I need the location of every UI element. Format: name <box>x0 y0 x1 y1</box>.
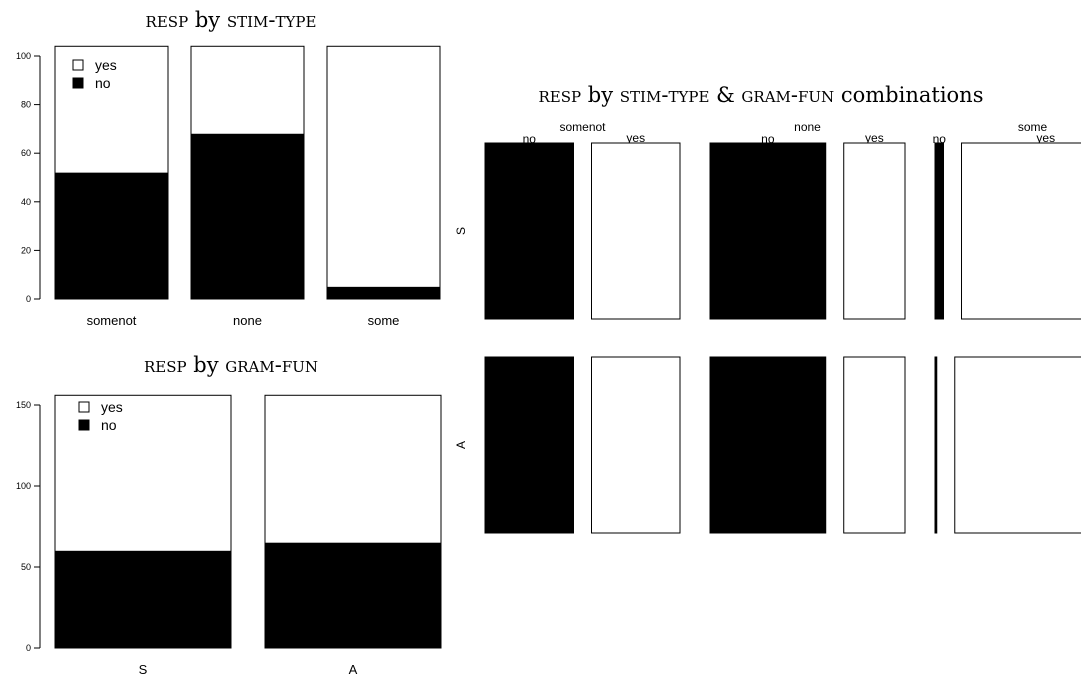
bar-segment-yes <box>327 46 440 287</box>
y-tick-label: 80 <box>21 100 31 110</box>
bar-outline <box>264 394 442 649</box>
x-tick-label: none <box>233 313 262 328</box>
legend-label: yes <box>95 57 117 73</box>
y-tick-label: 0 <box>26 643 31 653</box>
mosaic-tile-yes <box>591 356 681 534</box>
legend-label: no <box>95 75 111 91</box>
y-tick-label: 100 <box>16 481 31 491</box>
mosaic-tile-no <box>934 356 938 534</box>
legend-label: yes <box>101 399 123 415</box>
bar-segment-no <box>55 172 168 299</box>
bar-segment-no <box>265 542 441 648</box>
chart-title: resp by gram-fun <box>144 353 318 377</box>
bar-segment-no <box>327 286 440 299</box>
mosaic-tile-no <box>934 142 945 320</box>
mosaic-tile-no <box>709 142 827 320</box>
y-tick-label: 40 <box>21 197 31 207</box>
y-tick-label: 0 <box>26 294 31 304</box>
bar-segment-no <box>55 550 231 648</box>
bar-segment-yes <box>265 395 441 543</box>
mosaic-tile-yes <box>954 356 1081 534</box>
bar-segment-no <box>191 133 304 299</box>
mosaic-tile-no <box>484 142 574 320</box>
legend-label: no <box>101 417 117 433</box>
mosaic-title: resp by stim-type & gram-fun combination… <box>539 83 984 107</box>
combination-mosaic-panel: resp by stim-type & gram-fun combination… <box>454 83 1081 534</box>
bar-outline <box>54 45 169 300</box>
legend-swatch-yes <box>72 59 84 71</box>
mosaic-tile-no <box>484 356 574 534</box>
x-tick-label: some <box>368 313 400 328</box>
mosaic-tile-yes <box>843 356 906 534</box>
mosaic-column-label: none <box>794 120 821 134</box>
y-tick-label: 20 <box>21 245 31 255</box>
x-tick-label: somenot <box>87 313 137 328</box>
y-tick-label: 150 <box>16 400 31 410</box>
bar-segment-yes <box>191 46 304 134</box>
x-tick-label: S <box>139 662 148 677</box>
x-tick-label: A <box>349 662 358 677</box>
y-tick-label: 50 <box>21 562 31 572</box>
mosaic-level-label: yes <box>1036 131 1055 145</box>
mosaic-tile-yes <box>591 142 681 320</box>
mosaic-tile-yes <box>843 142 906 320</box>
mosaic-level-label: yes <box>626 131 645 145</box>
mosaic-row-label: S <box>454 227 468 235</box>
stim-type-bar-panel: resp by stim-type 0 20 40 60 80 100 somenot none… <box>16 8 441 328</box>
mosaic-level-label: yes <box>865 131 884 145</box>
legend-swatch-yes <box>78 401 90 413</box>
legend-swatch-no <box>72 77 84 89</box>
y-tick-label: 60 <box>21 148 31 158</box>
bar-segment-yes <box>55 395 231 551</box>
bar-outline <box>190 45 305 300</box>
mosaic-column-label: somenot <box>559 120 606 134</box>
mosaic-column-label: some <box>1018 120 1048 134</box>
y-tick-label: 100 <box>16 51 31 61</box>
mosaic-tile-yes <box>961 142 1081 320</box>
bar-outline <box>326 45 441 300</box>
legend-swatch-no <box>78 419 90 431</box>
chart-title: resp by stim-type <box>146 8 317 32</box>
mosaic-row-label: A <box>454 441 468 449</box>
bar-outline <box>54 394 232 649</box>
mosaic-tile-no <box>709 356 827 534</box>
